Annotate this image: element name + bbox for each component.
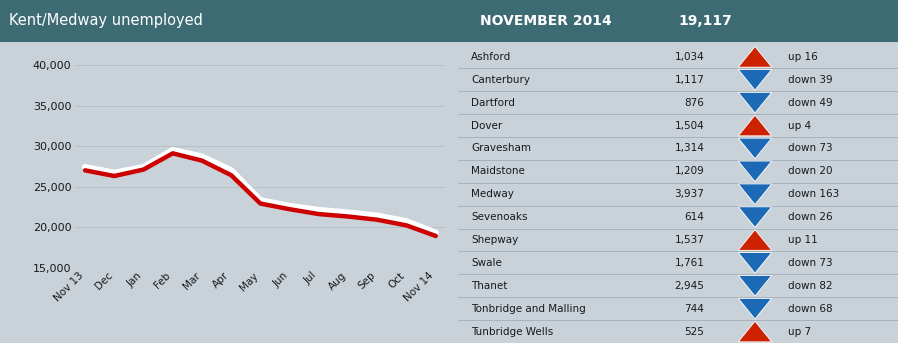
Polygon shape [738,138,771,159]
Text: up 7: up 7 [788,327,811,336]
Text: Sevenoaks: Sevenoaks [471,212,528,222]
Text: down 39: down 39 [788,75,832,85]
Text: 1,209: 1,209 [674,166,704,176]
Text: up 16: up 16 [788,52,818,62]
Polygon shape [738,47,771,67]
Text: 1,537: 1,537 [674,235,704,245]
Text: 3,937: 3,937 [674,189,704,199]
Text: 525: 525 [684,327,704,336]
Polygon shape [738,115,771,136]
Polygon shape [738,230,771,250]
Polygon shape [738,321,771,342]
Text: Kent/Medway unemployed: Kent/Medway unemployed [9,13,203,28]
Text: DOWN: DOWN [792,8,842,22]
Text: down 68: down 68 [788,304,832,314]
Text: 744: 744 [684,304,704,314]
Text: Medway: Medway [471,189,514,199]
Text: up 11: up 11 [788,235,818,245]
Text: down 73: down 73 [788,143,832,153]
Polygon shape [738,92,771,113]
Polygon shape [738,161,771,182]
Text: Tunbridge Wells: Tunbridge Wells [471,327,553,336]
Text: Gravesham: Gravesham [471,143,532,153]
Text: down 26: down 26 [788,212,832,222]
Text: down 82: down 82 [788,281,832,291]
Text: 1,117: 1,117 [674,75,704,85]
Text: down 73: down 73 [788,258,832,268]
Text: Maidstone: Maidstone [471,166,525,176]
Polygon shape [738,252,771,273]
Text: Canterbury: Canterbury [471,75,530,85]
Text: 555: 555 [792,24,822,38]
Text: Ashford: Ashford [471,52,512,62]
Text: Dover: Dover [471,120,502,131]
Polygon shape [738,184,771,204]
Polygon shape [738,207,771,227]
Text: Tonbridge and Malling: Tonbridge and Malling [471,304,585,314]
Polygon shape [701,5,798,40]
Polygon shape [738,70,771,90]
Text: down 163: down 163 [788,189,840,199]
Text: 1,761: 1,761 [674,258,704,268]
Text: Thanet: Thanet [471,281,507,291]
Text: 876: 876 [684,98,704,108]
Text: 2,945: 2,945 [674,281,704,291]
Text: down 49: down 49 [788,98,832,108]
Text: down 20: down 20 [788,166,832,176]
Text: Dartford: Dartford [471,98,515,108]
Text: 1,504: 1,504 [674,120,704,131]
Text: up 4: up 4 [788,120,811,131]
Text: 614: 614 [684,212,704,222]
Text: 1,314: 1,314 [674,143,704,153]
Text: NOVEMBER 2014: NOVEMBER 2014 [480,14,612,28]
Polygon shape [738,298,771,319]
Text: Swale: Swale [471,258,502,268]
Text: Shepway: Shepway [471,235,518,245]
Polygon shape [738,275,771,296]
Text: 1,034: 1,034 [674,52,704,62]
Text: 19,117: 19,117 [678,14,732,28]
